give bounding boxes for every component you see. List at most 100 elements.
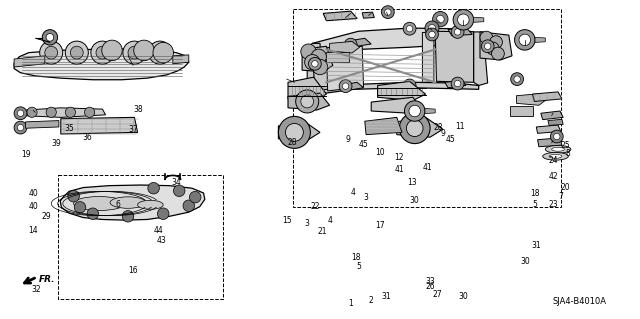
Text: 2: 2 [369, 296, 374, 305]
Circle shape [451, 77, 464, 90]
Circle shape [550, 130, 563, 143]
Text: FR.: FR. [38, 275, 55, 284]
Text: 9: 9 [440, 129, 445, 138]
Polygon shape [339, 82, 364, 91]
Circle shape [40, 41, 63, 64]
Polygon shape [326, 52, 349, 62]
Circle shape [312, 59, 328, 75]
Polygon shape [20, 108, 106, 117]
Circle shape [183, 200, 195, 211]
Circle shape [344, 38, 357, 51]
Text: 45: 45 [445, 135, 456, 144]
Text: 26: 26 [425, 282, 435, 291]
Polygon shape [14, 49, 189, 80]
Polygon shape [532, 92, 562, 101]
Circle shape [515, 30, 535, 50]
Circle shape [486, 42, 499, 55]
Polygon shape [435, 31, 474, 82]
Circle shape [17, 124, 24, 131]
Text: 40: 40 [28, 189, 38, 198]
Circle shape [84, 107, 95, 117]
Circle shape [451, 26, 464, 38]
Polygon shape [535, 37, 545, 42]
Polygon shape [60, 185, 205, 220]
Ellipse shape [549, 154, 562, 158]
Circle shape [554, 133, 560, 140]
Circle shape [102, 40, 122, 61]
Circle shape [492, 47, 504, 60]
Circle shape [480, 31, 493, 44]
Circle shape [425, 21, 439, 35]
Text: 1: 1 [348, 299, 353, 308]
Text: 18: 18 [351, 253, 360, 262]
Polygon shape [548, 119, 563, 125]
Circle shape [311, 49, 326, 64]
Circle shape [381, 6, 394, 19]
Polygon shape [371, 97, 422, 113]
Text: 3: 3 [305, 219, 310, 228]
Circle shape [406, 120, 423, 137]
Polygon shape [474, 17, 484, 22]
Circle shape [511, 73, 524, 85]
Polygon shape [278, 121, 320, 140]
Polygon shape [541, 111, 563, 120]
Text: 41: 41 [394, 165, 404, 174]
Circle shape [404, 101, 425, 121]
Polygon shape [480, 32, 512, 60]
Text: 36: 36 [82, 133, 92, 142]
Polygon shape [288, 93, 330, 110]
Text: 9: 9 [346, 135, 351, 144]
Bar [293, 9, 561, 207]
Circle shape [189, 191, 201, 203]
Text: 5: 5 [532, 200, 538, 209]
Circle shape [453, 10, 474, 30]
Text: 45: 45 [358, 140, 369, 149]
Text: 6: 6 [115, 200, 120, 209]
Polygon shape [362, 12, 374, 18]
Circle shape [157, 208, 169, 219]
Circle shape [27, 107, 37, 117]
Text: 22: 22 [310, 202, 319, 211]
Text: 35: 35 [64, 124, 74, 133]
Text: 44: 44 [154, 226, 164, 235]
Text: 37: 37 [128, 125, 138, 134]
Polygon shape [312, 28, 479, 50]
Polygon shape [422, 32, 434, 82]
Circle shape [308, 57, 321, 70]
Polygon shape [474, 32, 488, 85]
Circle shape [436, 15, 444, 23]
Polygon shape [288, 77, 326, 101]
Text: 16: 16 [128, 266, 138, 275]
Text: 42: 42 [548, 172, 558, 181]
Polygon shape [516, 94, 547, 105]
Text: SJA4-B4010A: SJA4-B4010A [553, 297, 607, 306]
Polygon shape [378, 81, 426, 100]
Circle shape [339, 80, 352, 93]
Text: 8: 8 [566, 149, 571, 158]
Circle shape [122, 211, 134, 222]
Circle shape [301, 44, 316, 59]
Text: 40: 40 [28, 202, 38, 211]
Circle shape [409, 105, 420, 117]
Ellipse shape [110, 197, 146, 208]
Circle shape [17, 110, 24, 116]
Ellipse shape [543, 152, 568, 160]
Text: 12: 12 [395, 153, 404, 162]
Circle shape [65, 107, 76, 117]
Circle shape [406, 82, 413, 89]
Circle shape [96, 46, 109, 59]
Polygon shape [445, 80, 466, 88]
Ellipse shape [552, 147, 564, 151]
Text: 29: 29 [41, 212, 51, 221]
Ellipse shape [138, 200, 163, 209]
Polygon shape [14, 56, 45, 67]
Text: 31: 31 [381, 292, 392, 300]
Circle shape [285, 123, 303, 141]
Text: 31: 31 [531, 241, 541, 250]
Text: 3: 3 [364, 193, 369, 202]
Circle shape [173, 185, 185, 197]
Polygon shape [323, 11, 357, 21]
Circle shape [342, 83, 349, 89]
Polygon shape [538, 138, 562, 147]
Text: 21: 21 [318, 227, 327, 236]
